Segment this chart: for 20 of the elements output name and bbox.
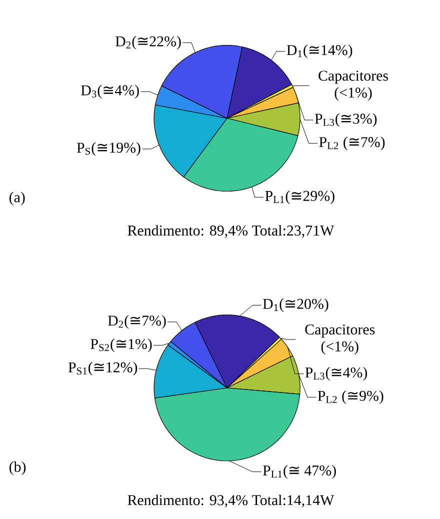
slice-label: D$_{3}$(≅4%) bbox=[81, 84, 139, 98]
slice-label: P$_{L1}$(≅29%) bbox=[265, 190, 334, 204]
text: Rendimento: 93,4% Total:14,14W bbox=[128, 494, 334, 508]
slice-label: P$_{L1}$(≅ 47%) bbox=[262, 465, 336, 479]
text: (b) bbox=[9, 461, 26, 475]
slice-label: P$_{S}$(≅19%) bbox=[76, 142, 140, 156]
slice-label: P$_{L3}$(≅4%) bbox=[305, 367, 367, 381]
slice-label: D$_{2}$(≅7%) bbox=[108, 315, 166, 329]
slice-label: P$_{L2}$ (≅9%) bbox=[318, 390, 384, 404]
text: Rendimento: 89,4% Total:23,71W bbox=[128, 225, 334, 238]
slice-label: P$_{L3}$(≅3%) bbox=[314, 113, 377, 127]
slice-label: P$_{L2}$ (≅7%) bbox=[319, 136, 385, 150]
slice-label: P$_{S1}$(≅12%) bbox=[68, 362, 138, 376]
text: (a) bbox=[9, 192, 25, 206]
slice-label: Capacitores (<1%) bbox=[305, 324, 375, 355]
slice-label: Capacitores (<1%) bbox=[318, 70, 388, 101]
slice-label: D$_{1}$(≅14%) bbox=[286, 44, 352, 58]
slice-label: P$_{S2}$(≅1%) bbox=[90, 338, 152, 352]
slice-label: D$_{1}$(≅20%) bbox=[262, 298, 328, 312]
slice-label: D$_{2}$(≅22%) bbox=[116, 36, 181, 50]
